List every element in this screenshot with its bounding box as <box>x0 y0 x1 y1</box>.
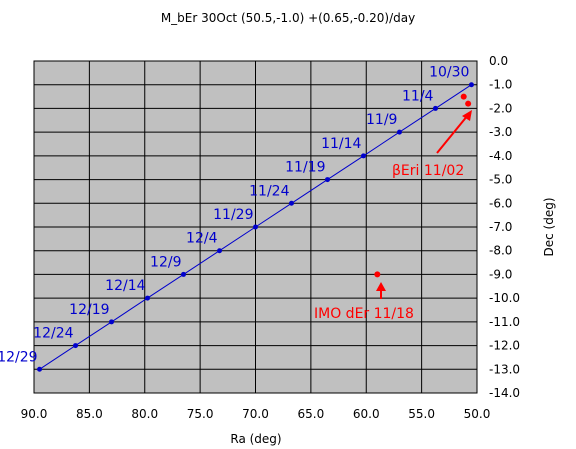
data-label: 11/29 <box>213 207 253 223</box>
data-label: 12/4 <box>186 231 218 247</box>
data-label: 12/9 <box>150 254 181 270</box>
y-tick-label: -12.0 <box>489 339 520 353</box>
annotations: βEri 11/02 IMO dEr 11/18 <box>314 110 472 322</box>
data-point <box>181 271 187 277</box>
data-label: 10/30 <box>429 65 469 81</box>
data-point <box>432 105 438 111</box>
data-point <box>324 177 330 183</box>
arrow-beta-eri-head <box>462 110 472 121</box>
data-label: 11/19 <box>285 160 325 176</box>
y-tick-label: -9.0 <box>489 267 512 281</box>
data-point <box>360 153 366 159</box>
x-tick-label: 70.0 <box>242 407 269 421</box>
x-tick-label: 75.0 <box>187 407 214 421</box>
data-point <box>109 319 115 325</box>
grid <box>34 61 477 393</box>
arrow-imo-head <box>376 282 386 291</box>
y-tick-label: -5.0 <box>489 173 512 187</box>
annotation-imo-der: IMO dEr 11/18 <box>314 306 414 322</box>
data-labels: 10/30 11/4 11/9 11/14 11/19 11/24 11/29 12/4 12/… <box>0 65 469 366</box>
y-tick-label: 0.0 <box>489 54 508 68</box>
y-tick-label: -8.0 <box>489 244 512 258</box>
data-label: 12/29 <box>0 349 38 365</box>
x-tick-label: 50.0 <box>464 407 491 421</box>
x-tick-label: 80.0 <box>131 407 158 421</box>
x-tick-label: 85.0 <box>76 407 103 421</box>
highlight-point <box>460 93 467 100</box>
y-tick-label: -1.0 <box>489 78 512 92</box>
arrow-beta-eri-shaft <box>436 114 469 154</box>
y-tick-label: -11.0 <box>489 315 520 329</box>
y-tick-label: -3.0 <box>489 125 512 139</box>
data-label: 12/24 <box>33 326 73 342</box>
highlight-point <box>465 100 472 107</box>
x-tick-label: 90.0 <box>21 407 48 421</box>
data-point <box>217 248 223 254</box>
x-tick-label: 55.0 <box>408 407 435 421</box>
annotation-beta-eri: βEri 11/02 <box>392 163 464 179</box>
highlight-point <box>374 271 381 278</box>
y-tick-label: -7.0 <box>489 220 512 234</box>
data-label: 11/14 <box>321 136 361 152</box>
y-tick-label: -6.0 <box>489 196 512 210</box>
data-point <box>73 343 79 349</box>
data-label: 11/24 <box>249 183 289 199</box>
data-point <box>37 366 43 372</box>
data-point <box>288 200 294 206</box>
y-tick-label: -14.0 <box>489 386 520 400</box>
x-tick-label: 65.0 <box>298 407 325 421</box>
data-label: 12/19 <box>69 302 109 318</box>
data-label: 12/14 <box>105 278 145 294</box>
chart-title: M_bEr 30Oct (50.5,-1.0) +(0.65,-0.20)/da… <box>161 11 415 25</box>
highlight-points <box>374 93 472 278</box>
data-label: 11/4 <box>402 88 434 104</box>
y-tick-label: -13.0 <box>489 362 520 376</box>
y-axis-ticks: 0.0 -1.0 -2.0 -3.0 -4.0 -5.0 -6.0 -7.0 -8.0 -9.0 -… <box>489 54 520 400</box>
x-tick-label: 60.0 <box>353 407 380 421</box>
data-point <box>468 82 474 88</box>
y-axis-label: Dec (deg) <box>542 197 556 256</box>
data-points <box>37 82 474 372</box>
data-point <box>396 129 402 135</box>
y-tick-label: -2.0 <box>489 101 512 115</box>
x-axis-label: Ra (deg) <box>230 432 281 446</box>
x-axis-ticks: 90.0 85.0 80.0 75.0 70.0 65.0 60.0 55.0 50.0 <box>21 407 491 421</box>
data-point <box>145 295 151 301</box>
data-label: 11/9 <box>366 112 397 128</box>
data-point <box>253 224 258 230</box>
y-tick-label: -4.0 <box>489 149 512 163</box>
y-tick-label: -10.0 <box>489 291 520 305</box>
